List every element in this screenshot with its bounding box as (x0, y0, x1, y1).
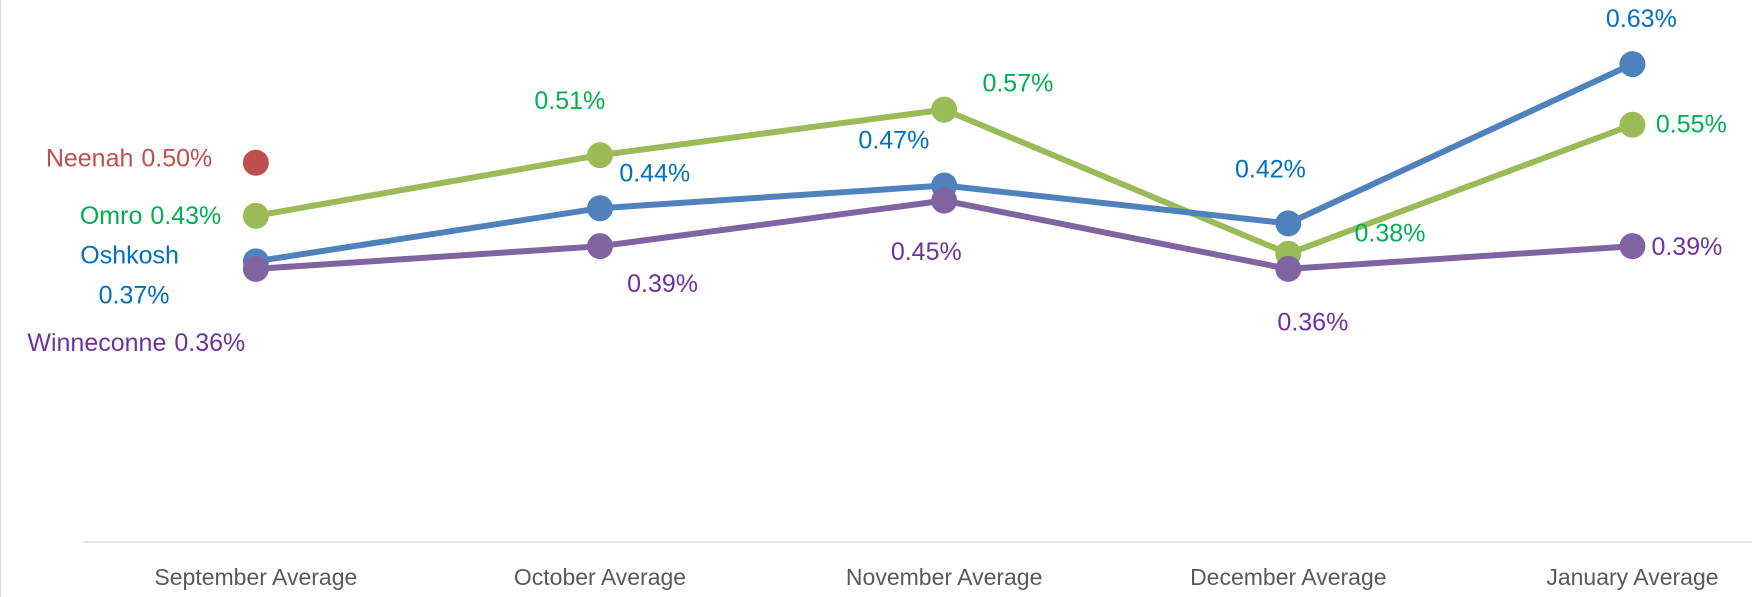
x-tick-label: November Average (846, 564, 1042, 590)
data-point (242, 202, 269, 229)
data-label: 0.37% (99, 282, 170, 310)
data-label: Winneconne 0.36% (27, 328, 245, 356)
data-label: 0.57% (982, 70, 1053, 98)
data-label: 0.39% (627, 270, 698, 298)
data-label: 0.55% (1656, 111, 1727, 139)
data-point (1275, 210, 1302, 237)
data-point (587, 142, 614, 169)
value-label: 0.50% (141, 144, 212, 172)
data-point (587, 195, 614, 222)
data-label: Omro 0.43% (80, 202, 221, 230)
data-label: 0.42% (1235, 155, 1306, 183)
x-tick-label: October Average (514, 564, 686, 590)
x-tick-label: September Average (154, 564, 357, 590)
data-point (1619, 233, 1646, 260)
data-label: 0.51% (534, 87, 605, 115)
data-point (242, 255, 269, 282)
data-label: 0.47% (858, 127, 929, 155)
data-label: Neenah 0.50% (46, 144, 212, 172)
data-point (242, 149, 269, 176)
data-point (1619, 51, 1646, 78)
data-point (931, 96, 958, 123)
x-tick-label: January Average (1546, 564, 1718, 590)
data-label: 0.38% (1355, 219, 1426, 247)
data-point (1275, 255, 1302, 282)
value-label: 0.43% (150, 202, 221, 230)
data-label: 0.63% (1606, 5, 1677, 33)
series-name: Winneconne (27, 328, 166, 356)
data-point (587, 233, 614, 260)
data-label: 0.36% (1277, 308, 1348, 336)
series-name: Omro (80, 202, 143, 230)
data-label: 0.45% (891, 238, 962, 266)
data-point (931, 187, 958, 214)
series-name: Neenah (46, 144, 134, 172)
data-label: 0.44% (619, 159, 690, 187)
data-point (1619, 111, 1646, 138)
series-name: Oshkosh (80, 241, 179, 269)
x-tick-label: December Average (1190, 564, 1386, 590)
data-label: 0.39% (1651, 233, 1722, 261)
value-label: 0.36% (174, 328, 245, 356)
